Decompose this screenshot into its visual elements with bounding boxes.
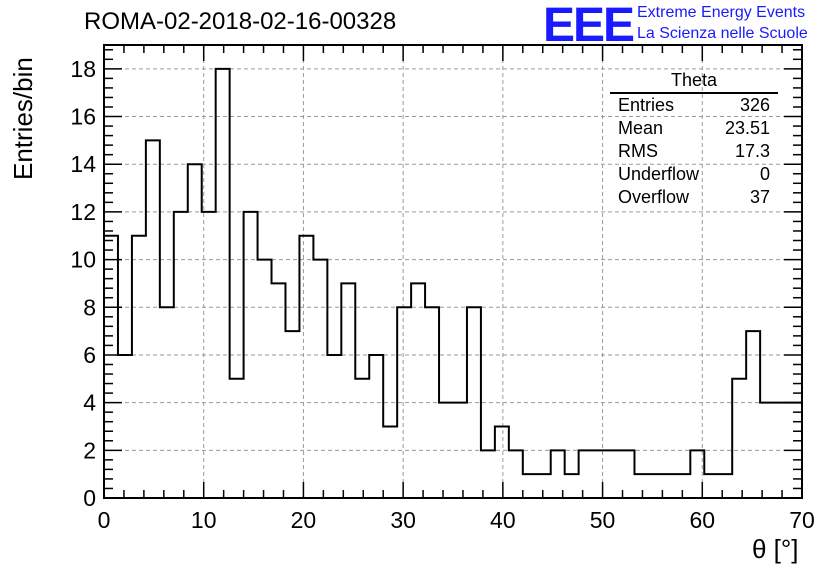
histogram-bin [272, 283, 286, 498]
stats-value: 23.51 [724, 118, 770, 138]
y-tick-labels: 0 2 4 6 8 10 12 14 16 18 [70, 56, 96, 511]
histogram-bin [327, 355, 341, 498]
x-tick-label: 20 [291, 507, 317, 533]
stats-row-underflow: Underflow 0 [610, 163, 778, 186]
histogram-bin [216, 69, 230, 498]
histogram-bin [104, 236, 118, 498]
stats-value: 0 [759, 164, 770, 184]
histogram-bin [285, 331, 299, 498]
x-tick-label: 30 [390, 507, 416, 533]
histogram-bin [634, 474, 648, 498]
plot-frame [103, 44, 803, 499]
y-tick-label: 18 [70, 56, 96, 82]
histogram-bin [746, 331, 760, 498]
histogram-bin [648, 474, 662, 498]
histogram-bin [523, 474, 537, 498]
grid-lines [104, 45, 802, 498]
eee-logo: EEE [543, 0, 635, 52]
x-axis-label: θ [°] [752, 534, 799, 564]
stats-value: 37 [749, 187, 770, 207]
logo-text-line-2: La Scienza nelle Scuole [637, 25, 808, 42]
histogram-bin [676, 474, 690, 498]
y-tick-label: 14 [70, 151, 96, 177]
histogram-bin [495, 426, 509, 498]
y-tick-label: 10 [70, 247, 96, 273]
histogram-bin [662, 474, 676, 498]
y-tick-label: 12 [70, 199, 96, 225]
histogram-bin [258, 260, 272, 498]
histogram-bin [411, 283, 425, 498]
histogram-bin [383, 426, 397, 498]
histogram-bin [118, 355, 132, 498]
histogram-bin [565, 474, 579, 498]
stats-label: Mean [618, 118, 664, 138]
x-tick-label: 40 [490, 507, 516, 533]
y-tick-label: 0 [83, 485, 96, 511]
y-axis-label: Entries/bin [8, 57, 38, 180]
y-tick-label: 2 [83, 437, 96, 463]
histogram-bin [718, 474, 732, 498]
stats-label: RMS [618, 141, 658, 161]
x-tick-label: 50 [590, 507, 616, 533]
stats-box-title: Theta [610, 70, 778, 94]
histogram-bin [369, 355, 383, 498]
stats-row-rms: RMS 17.3 [610, 140, 778, 163]
x-tick-label: 10 [191, 507, 217, 533]
y-tick-label: 8 [83, 294, 96, 320]
stats-label: Underflow [618, 164, 700, 184]
histogram-bin [732, 379, 746, 498]
logo-text-line-1: Extreme Energy Events [637, 4, 806, 21]
y-tick-label: 4 [83, 390, 96, 416]
x-tick-labels: 0 10 20 30 40 50 60 70 [98, 507, 815, 533]
axis-ticks [103, 45, 803, 499]
histogram-bin [299, 236, 313, 498]
y-tick-label: 6 [83, 342, 96, 368]
histogram-bin [230, 379, 244, 498]
histogram-bin [146, 140, 160, 498]
histogram-bin [537, 474, 551, 498]
stats-box: Theta Entries 326 Mean 23.51 RMS 17.3 Un… [610, 70, 778, 209]
stats-label: Entries [618, 95, 675, 115]
histogram-bin [579, 450, 593, 498]
stats-row-entries: Entries 326 [610, 94, 778, 117]
histogram-bin [593, 450, 607, 498]
stats-row-overflow: Overflow 37 [610, 186, 778, 209]
histogram-bin [132, 236, 146, 498]
histogram-bin [355, 379, 369, 498]
histogram-bin [509, 450, 523, 498]
x-tick-label: 70 [789, 507, 815, 533]
stats-label: Overflow [618, 187, 690, 207]
histogram-step-line [104, 67, 802, 476]
histogram-bin [341, 283, 355, 498]
x-tick-label: 60 [689, 507, 715, 533]
histogram-bin [313, 260, 327, 498]
histogram-bin [607, 450, 621, 498]
histogram-bin [704, 474, 718, 498]
stats-value: 17.3 [734, 141, 770, 161]
chart-title: ROMA-02-2018-02-16-00328 [84, 8, 397, 35]
stats-row-mean: Mean 23.51 [610, 117, 778, 140]
x-tick-label: 0 [98, 507, 111, 533]
y-tick-label: 16 [70, 104, 96, 130]
stats-value: 326 [739, 95, 770, 115]
histogram-bin [188, 164, 202, 498]
